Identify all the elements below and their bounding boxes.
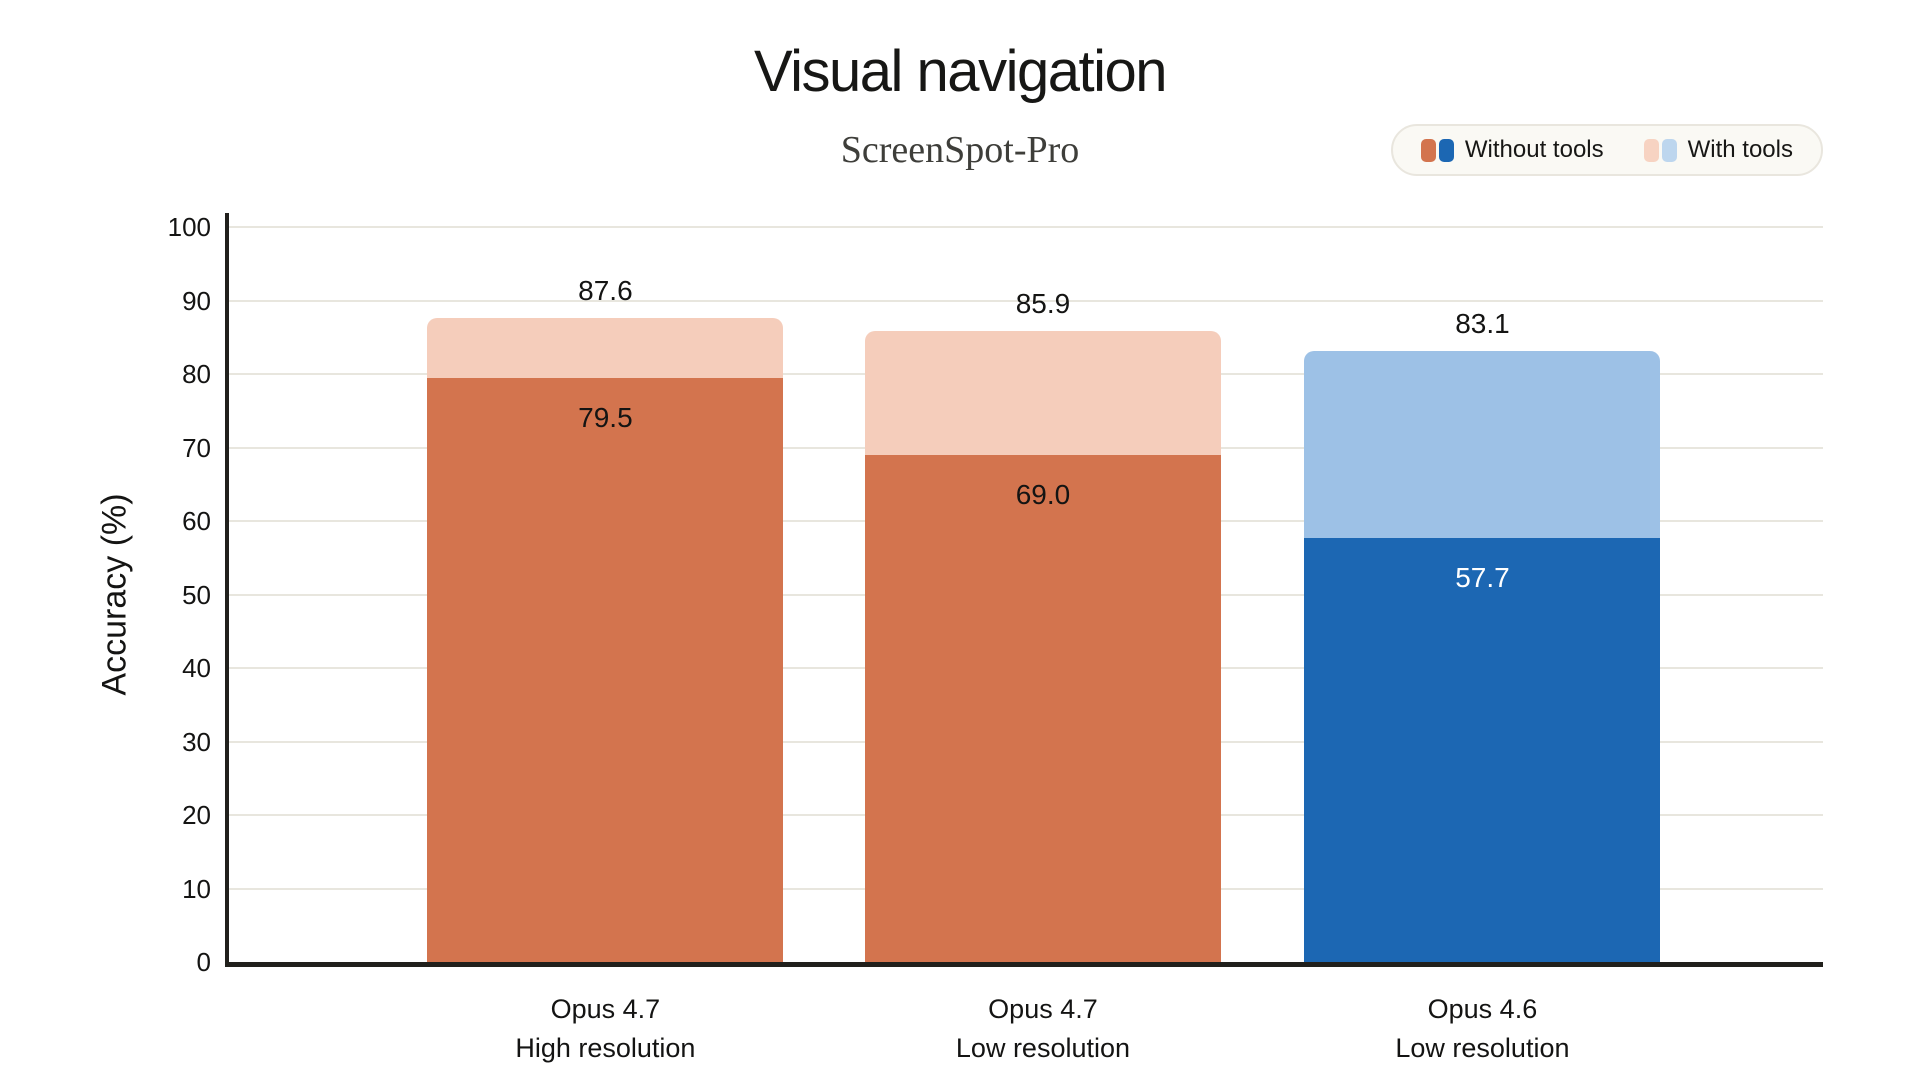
y-tick-label: 80 [182,359,211,389]
y-axis-spine [225,213,229,967]
legend-swatch-pair-with-tools [1643,138,1677,162]
legend-swatch-orange [1420,138,1436,162]
x-category-label: Opus 4.7 Low resolution [687,990,1399,1068]
x-category-label-line: Opus 4.7 [550,994,661,1024]
bar-inner-value-label: 57.7 [1455,561,1510,593]
bar-inner-value-label: 79.5 [578,401,633,433]
y-tick-label: 30 [182,726,211,757]
bar-total-value-label: 87.6 [578,275,633,307]
legend-swatch-light-blue [1661,138,1677,162]
bar-group: 79.5 87.6 Opus 4.7 High resolution [427,227,784,1063]
x-category-label: Opus 4.6 Low resolution [1127,990,1839,1068]
bar-group: 69.0 85.9 Opus 4.7 Low resolution [865,227,1221,1063]
x-category-label-line: High resolution [515,1033,696,1064]
y-tick-label: 20 [182,800,211,830]
legend: Without tools With tools [1390,124,1823,176]
legend-item-without-tools: Without tools [1420,136,1604,164]
y-tick-label: 60 [182,506,211,536]
x-category-label: Opus 4.7 High resolution [249,990,961,1068]
x-axis-spine [225,962,1823,967]
y-tick-label: 0 [196,947,211,977]
bar-group: 57.7 83.1 Opus 4.6 Low resolution [1304,227,1661,1063]
legend-label-with-tools: With tools [1687,136,1793,163]
y-tick-label: 50 [182,579,211,610]
gridline [229,226,1823,228]
bar-inner-value-label: 69.0 [1015,478,1071,510]
bar-segment-without-tools: 69.0 [865,454,1221,962]
y-tick-label: 90 [182,285,211,316]
legend-label-without-tools: Without tools [1464,136,1604,163]
legend-swatch-light-peach [1643,138,1659,162]
legend-swatch-pair-without-tools [1420,138,1454,162]
gridline [229,299,1823,302]
x-category-label-line: Low resolution [1395,1033,1570,1064]
bar-segment-without-tools: 79.5 [427,377,784,962]
y-axis-tick-labels: 0 10 20 30 40 50 60 70 80 90 100 [0,214,211,975]
y-tick-label: 40 [182,653,211,683]
x-category-label-line: Opus 4.6 [1427,994,1538,1024]
bar-total-value-label: 83.1 [1455,308,1510,340]
y-tick-label: 70 [182,432,211,463]
x-category-label-line: Low resolution [955,1033,1131,1064]
legend-item-with-tools: With tools [1643,136,1793,164]
y-tick-label: 10 [182,873,211,904]
chart-subtitle: ScreenSpot-Pro [840,129,1080,171]
chart-title: Visual navigation [754,39,1167,104]
y-tick-label: 100 [167,212,211,242]
bar-total-value-label: 85.9 [1015,287,1071,319]
legend-swatch-blue [1438,138,1454,162]
plot-area: 79.5 87.6 Opus 4.7 High resolution 69.0 85.9 O… [229,226,1823,1063]
x-category-label-line: Opus 4.7 [988,994,1098,1024]
bar-segment-without-tools: 57.7 [1304,537,1661,962]
